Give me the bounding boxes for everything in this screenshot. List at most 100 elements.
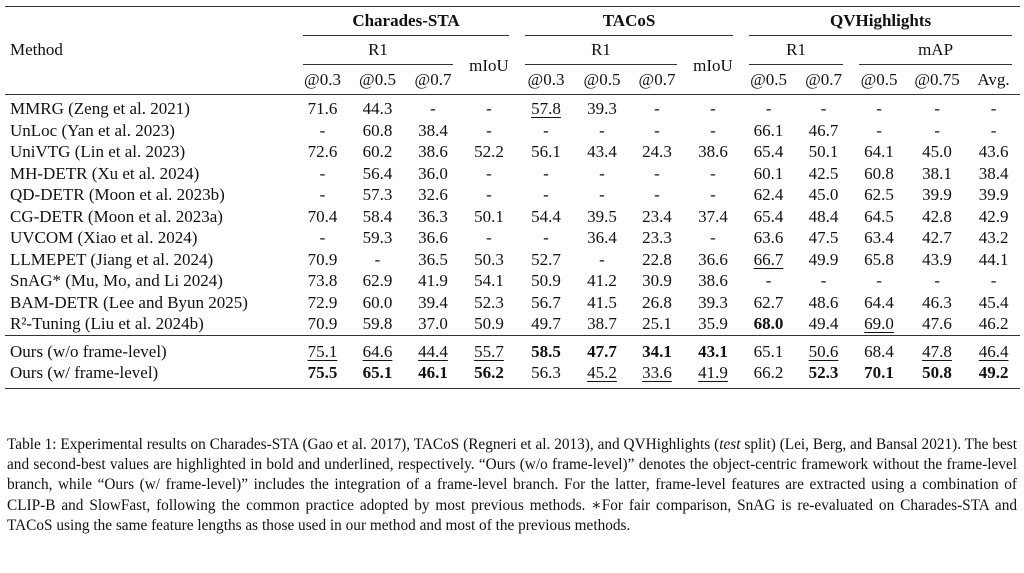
cell-value: 69.0 xyxy=(864,314,894,333)
cell-value: - xyxy=(654,99,660,118)
cell-value: 50.3 xyxy=(474,249,504,269)
cell-value: 68.0 xyxy=(753,314,784,333)
table-cell: - xyxy=(461,163,517,185)
table-cell: - xyxy=(907,95,967,120)
cell-value: 44.3 xyxy=(362,99,393,118)
cell-value: - xyxy=(710,228,716,247)
table-cell: 75.1 xyxy=(295,335,350,362)
table-cell: 36.4 xyxy=(575,227,629,249)
cell-value: - xyxy=(654,120,660,140)
cell-value: - xyxy=(543,185,549,204)
cell-value: 60.8 xyxy=(864,163,894,183)
cell-value: 39.9 xyxy=(922,185,952,204)
table-cell: 45.0 xyxy=(796,184,851,206)
cell-value: - xyxy=(876,120,882,140)
table-cell: 52.3 xyxy=(796,362,851,388)
cell-value: 36.0 xyxy=(418,163,448,183)
threshold-header: @0.3 xyxy=(527,70,565,89)
method-name: Ours (w/ frame-level) xyxy=(10,363,159,382)
cell-value: 49.9 xyxy=(808,249,839,269)
cell-value: 36.4 xyxy=(587,228,617,247)
cell-value: 52.3 xyxy=(808,363,839,382)
table-cell: 44.4 xyxy=(405,335,461,362)
table-cell: 75.5 xyxy=(295,362,350,388)
table-row: UVCOM (Xiao et al. 2024) - 59.3 36.6 - - 36.4 2… xyxy=(5,227,1020,249)
method-name: SnAG* (Mu, Mo, and Li 2024) xyxy=(10,271,223,290)
table-row: QD-DETR (Moon et al. 2023b) - 57.3 32.6 - - - -… xyxy=(5,184,1020,206)
cell-value: 52.3 xyxy=(474,292,504,312)
method-name: UnLoc (Yan et al. 2023) xyxy=(10,120,175,140)
cell-value: 62.4 xyxy=(753,185,784,204)
threshold-header: @0.5 xyxy=(860,70,898,89)
table-cell: - xyxy=(967,270,1020,292)
caption-text: Table 1: Experimental results on Charade… xyxy=(7,436,720,453)
table-cell: 42.5 xyxy=(796,163,851,185)
cell-value: 36.3 xyxy=(418,206,448,226)
table-cell: 64.4 xyxy=(851,292,907,314)
cell-value: 50.1 xyxy=(474,206,504,226)
cell-value: 45.0 xyxy=(922,142,952,161)
cell-value: 38.1 xyxy=(922,163,952,183)
table-cell: - xyxy=(295,184,350,206)
cell-value: - xyxy=(765,99,772,118)
table-cell: 50.1 xyxy=(796,141,851,163)
threshold-header: @0.3 xyxy=(304,70,341,89)
cell-value: 70.1 xyxy=(864,363,894,382)
table-cell: 65.1 xyxy=(350,362,405,388)
table-cell: - xyxy=(685,95,741,120)
cell-value: - xyxy=(319,185,326,204)
table-row: SnAG* (Mu, Mo, and Li 2024) 73.8 62.9 41.9 5… xyxy=(5,270,1020,292)
cell-value: 60.2 xyxy=(362,142,393,161)
cell-value: 43.2 xyxy=(978,228,1009,247)
cell-value: 46.1 xyxy=(418,363,448,382)
cell-value: - xyxy=(486,185,492,204)
table-cell: - xyxy=(461,227,517,249)
cell-value: 62.7 xyxy=(753,292,784,312)
cell-value: 44.1 xyxy=(978,249,1009,269)
table-row: CG-DETR (Moon et al. 2023a) 70.4 58.4 36.3 5… xyxy=(5,206,1020,228)
cell-value: 57.3 xyxy=(362,185,393,204)
method-name: MH-DETR (Xu et al. 2024) xyxy=(10,163,200,183)
cell-value: - xyxy=(710,163,716,183)
threshold-header: @0.7 xyxy=(638,70,676,89)
table-cell: - xyxy=(851,120,907,142)
table-cell: 45.2 xyxy=(575,362,629,388)
cell-value: 75.5 xyxy=(307,363,338,382)
cell-value: - xyxy=(876,99,882,118)
table-cell: 56.7 xyxy=(517,292,575,314)
cell-value: 64.1 xyxy=(864,142,894,161)
subgroup-map: mAP xyxy=(859,36,1013,65)
cell-value: 39.9 xyxy=(978,185,1009,204)
cell-value: - xyxy=(543,228,549,247)
cell-value: - xyxy=(486,228,492,247)
cell-value: 60.8 xyxy=(362,120,393,140)
table-cell: - xyxy=(907,120,967,142)
cell-value: 58.5 xyxy=(531,341,561,361)
table-cell: 50.9 xyxy=(461,313,517,335)
table-cell: 66.7 xyxy=(741,249,796,271)
method-name: MMRG (Zeng et al. 2021) xyxy=(10,99,190,118)
table-cell: 43.6 xyxy=(967,141,1020,163)
cell-value: - xyxy=(820,99,827,118)
table-cell: 50.9 xyxy=(517,270,575,292)
method-name: Ours (w/o frame-level) xyxy=(10,341,167,361)
cell-value: 58.4 xyxy=(362,206,393,226)
cell-value: 30.9 xyxy=(642,271,672,290)
table-cell: 38.4 xyxy=(967,163,1020,185)
cell-value: 50.9 xyxy=(474,314,504,333)
table-cell: - xyxy=(405,95,461,120)
cell-value: 38.7 xyxy=(587,314,617,333)
table-cell: - xyxy=(967,120,1020,142)
ours-rows: Ours (w/o frame-level) 75.1 64.6 44.4 55.7 58… xyxy=(5,335,1021,388)
cell-value: 50.1 xyxy=(808,142,839,161)
cell-value: 41.5 xyxy=(587,292,617,312)
cell-value: 64.4 xyxy=(864,292,894,312)
results-table: Method Charades-STA TACoS QVHighlights R… xyxy=(5,6,1021,389)
cell-value: 45.0 xyxy=(808,185,839,204)
table-cell: 48.4 xyxy=(796,206,851,228)
cell-value: 65.1 xyxy=(753,341,784,361)
cell-value: - xyxy=(543,120,549,140)
table-cell: 42.8 xyxy=(907,206,967,228)
cell-value: 33.6 xyxy=(642,363,672,382)
table-cell: 59.8 xyxy=(350,313,405,335)
